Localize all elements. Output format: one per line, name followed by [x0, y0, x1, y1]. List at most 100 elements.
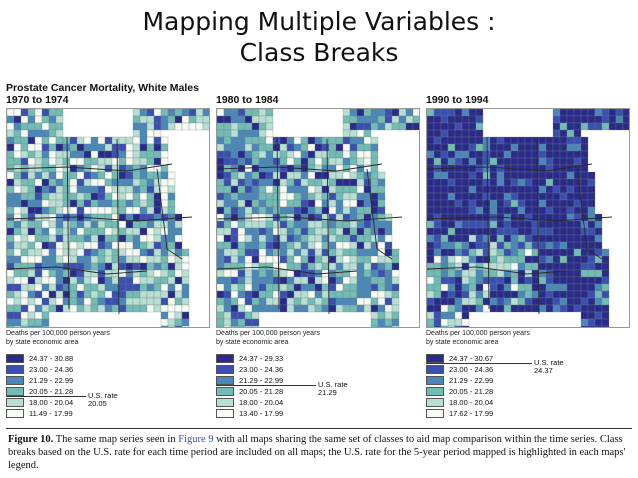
economic-area-cell	[223, 115, 232, 124]
economic-area-cell	[461, 290, 470, 299]
economic-area-cell	[377, 199, 386, 208]
economic-area-cell	[496, 234, 505, 243]
economic-area-cell	[83, 136, 92, 145]
economic-area-cell	[475, 157, 484, 166]
economic-area-cell	[370, 109, 379, 117]
economic-area-cell	[342, 290, 351, 299]
economic-area-cell	[153, 206, 162, 215]
slide-title-line-1: Mapping Multiple Variables :	[142, 7, 496, 36]
economic-area-cell	[433, 109, 442, 117]
economic-area-cell	[41, 206, 50, 215]
economic-area-cell	[433, 255, 442, 264]
economic-area-cell	[461, 136, 470, 145]
economic-area-cell	[517, 276, 526, 285]
slide-title-line-2: Class Breaks	[239, 38, 399, 67]
economic-area-cell	[356, 234, 365, 243]
economic-area-cell	[90, 234, 99, 243]
economic-area-cell	[314, 136, 323, 145]
economic-area-cell	[503, 276, 512, 285]
economic-area-cell	[251, 143, 260, 152]
economic-area-cell	[125, 143, 134, 152]
economic-area-cell	[7, 304, 15, 313]
economic-area-cell	[321, 157, 330, 166]
economic-area-cell	[118, 290, 127, 299]
economic-area-cell	[188, 109, 197, 117]
economic-area-cell	[573, 136, 582, 145]
legend-class-1: 24.37 - 29.33	[216, 353, 422, 364]
economic-area-cell	[7, 136, 15, 145]
economic-area-cell	[132, 213, 141, 222]
economic-area-cell	[97, 297, 106, 306]
economic-area-cell	[559, 220, 568, 229]
economic-area-cell	[594, 276, 603, 285]
economic-area-cell	[587, 297, 596, 306]
economic-area-cell	[160, 115, 169, 124]
figure-reference-link[interactable]: Figure 9	[178, 434, 214, 445]
economic-area-cell	[496, 206, 505, 215]
economic-area-cell	[482, 157, 491, 166]
economic-area-cell	[237, 276, 246, 285]
economic-area-cell	[76, 248, 85, 257]
economic-area-cell	[580, 297, 589, 306]
economic-area-cell	[90, 136, 99, 145]
economic-area-cell	[272, 255, 281, 264]
economic-area-cell	[265, 122, 274, 131]
economic-area-cell	[41, 157, 50, 166]
economic-area-cell	[48, 276, 57, 285]
economic-area-cell	[27, 262, 36, 271]
economic-area-cell	[34, 262, 43, 271]
economic-area-cell	[132, 234, 141, 243]
economic-area-cell	[566, 199, 575, 208]
economic-area-cell	[321, 262, 330, 271]
economic-area-cell	[468, 283, 477, 292]
economic-area-cell	[90, 262, 99, 271]
economic-area-cell	[181, 109, 190, 117]
economic-area-cell	[391, 276, 400, 285]
economic-area-cell	[314, 276, 323, 285]
economic-area-cell	[181, 262, 190, 271]
economic-area-cell	[328, 227, 337, 236]
economic-area-cell	[552, 143, 561, 152]
economic-area-cell	[279, 283, 288, 292]
economic-area-cell	[139, 220, 148, 229]
economic-area-cell	[230, 311, 239, 320]
economic-area-cell	[566, 276, 575, 285]
economic-area-cell	[83, 276, 92, 285]
economic-area-cell	[427, 234, 435, 243]
economic-area-cell	[377, 318, 386, 327]
economic-area-cell	[349, 206, 358, 215]
economic-area-cell	[146, 241, 155, 250]
economic-area-cell	[118, 255, 127, 264]
economic-area-cell	[279, 241, 288, 250]
economic-area-cell	[217, 227, 225, 236]
economic-area-cell	[83, 178, 92, 187]
economic-area-cell	[55, 109, 64, 117]
economic-area-cell	[447, 276, 456, 285]
economic-area-cell	[538, 150, 547, 159]
figure-label: Figure 10.	[8, 434, 54, 445]
economic-area-cell	[538, 143, 547, 152]
economic-area-cell	[230, 297, 239, 306]
economic-area-cell	[391, 248, 400, 257]
economic-area-cell	[300, 262, 309, 271]
economic-area-cell	[251, 220, 260, 229]
economic-area-cell	[370, 192, 379, 201]
economic-area-cell	[153, 157, 162, 166]
economic-area-cell	[69, 297, 78, 306]
economic-area-cell	[489, 206, 498, 215]
economic-area-cell	[97, 276, 106, 285]
economic-area-cell	[363, 220, 372, 229]
economic-area-cell	[531, 150, 540, 159]
economic-area-cell	[7, 276, 15, 285]
economic-area-cell	[594, 325, 603, 327]
economic-area-cell	[167, 234, 176, 243]
economic-area-cell	[496, 227, 505, 236]
economic-area-cell	[454, 220, 463, 229]
economic-area-cell	[286, 220, 295, 229]
economic-area-cell	[76, 283, 85, 292]
economic-area-cell	[580, 283, 589, 292]
economic-area-cell	[300, 304, 309, 313]
economic-area-cell	[342, 297, 351, 306]
economic-area-cell	[55, 206, 64, 215]
economic-area-cell	[447, 297, 456, 306]
